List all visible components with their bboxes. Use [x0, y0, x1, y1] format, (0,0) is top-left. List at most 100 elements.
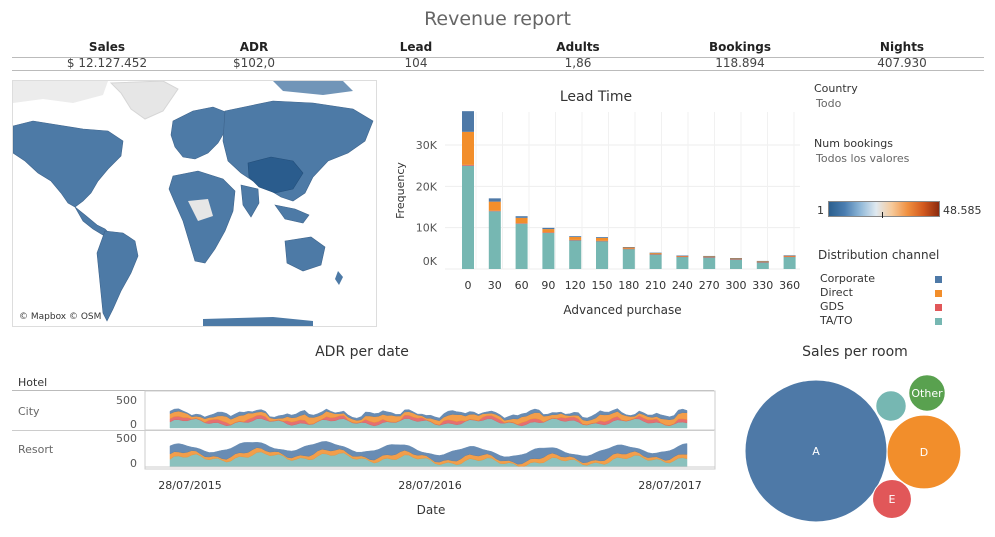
room-bubble-label: E	[889, 493, 896, 506]
y-tick-label: 0K	[423, 255, 438, 268]
channel-legend-label: TA/TO	[820, 314, 853, 327]
adr-y-tick: 0	[130, 457, 137, 470]
bar-segment	[596, 240, 608, 269]
map-region-antarctica	[203, 317, 313, 326]
adr-x-tick: 28/07/2016	[398, 479, 461, 492]
bar-segment	[515, 223, 528, 269]
kpi-label: Lead	[399, 40, 433, 54]
channel-legend-swatch	[935, 290, 942, 297]
bar-segment	[488, 201, 501, 211]
bar-segment	[676, 256, 689, 258]
bar-segment	[569, 240, 582, 269]
map-region-india	[240, 184, 260, 218]
bar-segment	[569, 237, 582, 240]
bar-segment	[730, 258, 742, 260]
map-attribution: © Mapbox © OSM	[19, 312, 102, 322]
bar-segment	[488, 210, 501, 212]
bar-segment	[515, 216, 528, 218]
x-tick-label: 300	[726, 279, 747, 292]
bar-segment	[462, 111, 474, 132]
channel-legend-swatch	[935, 318, 942, 325]
color-scale-marker	[882, 212, 883, 218]
bar-segment	[756, 261, 769, 262]
channel-legend-title: Distribution channel	[818, 248, 940, 262]
x-tick-label: 270	[699, 279, 720, 292]
adr-y-tick: 0	[130, 418, 137, 431]
country-filter-value[interactable]: Todo	[816, 97, 842, 110]
panel-label-city: City	[18, 405, 40, 418]
map-region-china	[247, 156, 304, 194]
kpi-label: Sales	[88, 40, 126, 54]
map-region-australia	[284, 236, 326, 272]
room-bubble-label: Other	[911, 387, 943, 400]
adr-x-tick: 28/07/2015	[158, 479, 221, 492]
bar-segment	[569, 236, 582, 238]
x-tick-label: 90	[541, 279, 555, 292]
kpi-divider-bottom	[12, 70, 984, 71]
bar-segment	[676, 256, 689, 269]
kpi-divider-top	[12, 57, 984, 58]
bar-segment	[703, 256, 716, 257]
channel-legend-swatch	[935, 276, 942, 283]
kpi-value: 104	[404, 56, 428, 70]
map-region-africa-grey	[188, 199, 213, 221]
x-tick-label: 180	[618, 279, 639, 292]
num-bookings-value[interactable]: Todos los valores	[816, 152, 910, 165]
adr-area-layer	[169, 408, 688, 422]
y-tick-label: 20K	[416, 180, 438, 193]
num-bookings-label: Num bookings	[814, 137, 893, 150]
bar-segment	[596, 237, 608, 241]
page-title: Revenue report	[424, 8, 571, 30]
y-axis-label: Frequency	[394, 162, 407, 219]
bar-segment	[649, 254, 662, 269]
hotel-header: Hotel	[18, 376, 48, 389]
bar-segment	[622, 247, 635, 249]
map-region-southeast-asia	[274, 204, 310, 224]
bar-segment	[703, 256, 716, 258]
bar-segment	[756, 260, 769, 262]
bar-segment	[783, 256, 796, 258]
adr-panel-frame	[144, 429, 716, 468]
x-axis-label: Advanced purchase	[563, 303, 681, 317]
y-tick-label: 10K	[416, 222, 438, 235]
world-map[interactable]: © Mapbox © OSM	[12, 80, 377, 327]
kpi-value: $ 12.127.452	[66, 56, 148, 70]
x-tick-label: 60	[515, 279, 529, 292]
x-tick-label: 120	[565, 279, 586, 292]
channel-legend-swatch	[935, 304, 942, 311]
channel-legend-label: Corporate	[820, 272, 875, 285]
channel-legend-label: Direct	[820, 286, 853, 299]
bar-segment	[462, 165, 474, 269]
map-region-north-america	[13, 120, 124, 208]
map-region-arctic	[13, 81, 108, 103]
bar-segment	[783, 255, 796, 256]
map-region-central-america	[74, 206, 110, 236]
bar-segment	[649, 252, 662, 254]
adr-x-tick: 28/07/2017	[638, 479, 701, 492]
bar-segment	[676, 255, 689, 257]
x-tick-label: 30	[488, 279, 502, 292]
x-tick-label: 360	[779, 279, 800, 292]
bar-segment	[542, 227, 555, 230]
kpi-label: Nights	[879, 40, 925, 54]
bar-segment	[462, 164, 474, 166]
adr-y-tick: 500	[116, 432, 137, 445]
x-tick-label: 330	[752, 279, 773, 292]
lead-time-title: Lead Time	[559, 89, 633, 105]
adr-title: ADR per date	[315, 344, 409, 360]
x-tick-label: 240	[672, 279, 693, 292]
color-scale-bar[interactable]	[828, 201, 940, 217]
kpi-value: 1,86	[564, 56, 592, 70]
bar-segment	[703, 255, 716, 257]
bar-segment	[542, 229, 555, 233]
bar-segment	[783, 256, 796, 269]
x-tick-label: 210	[645, 279, 666, 292]
bar-segment	[622, 248, 635, 250]
map-region-south-america	[96, 230, 139, 322]
x-tick-label: 0	[465, 279, 472, 292]
room-bubble-label: A	[812, 445, 820, 458]
kpi-label: Bookings	[708, 40, 771, 54]
kpi-label: Adults	[556, 40, 600, 54]
kpi-value: $102,0	[233, 56, 275, 70]
